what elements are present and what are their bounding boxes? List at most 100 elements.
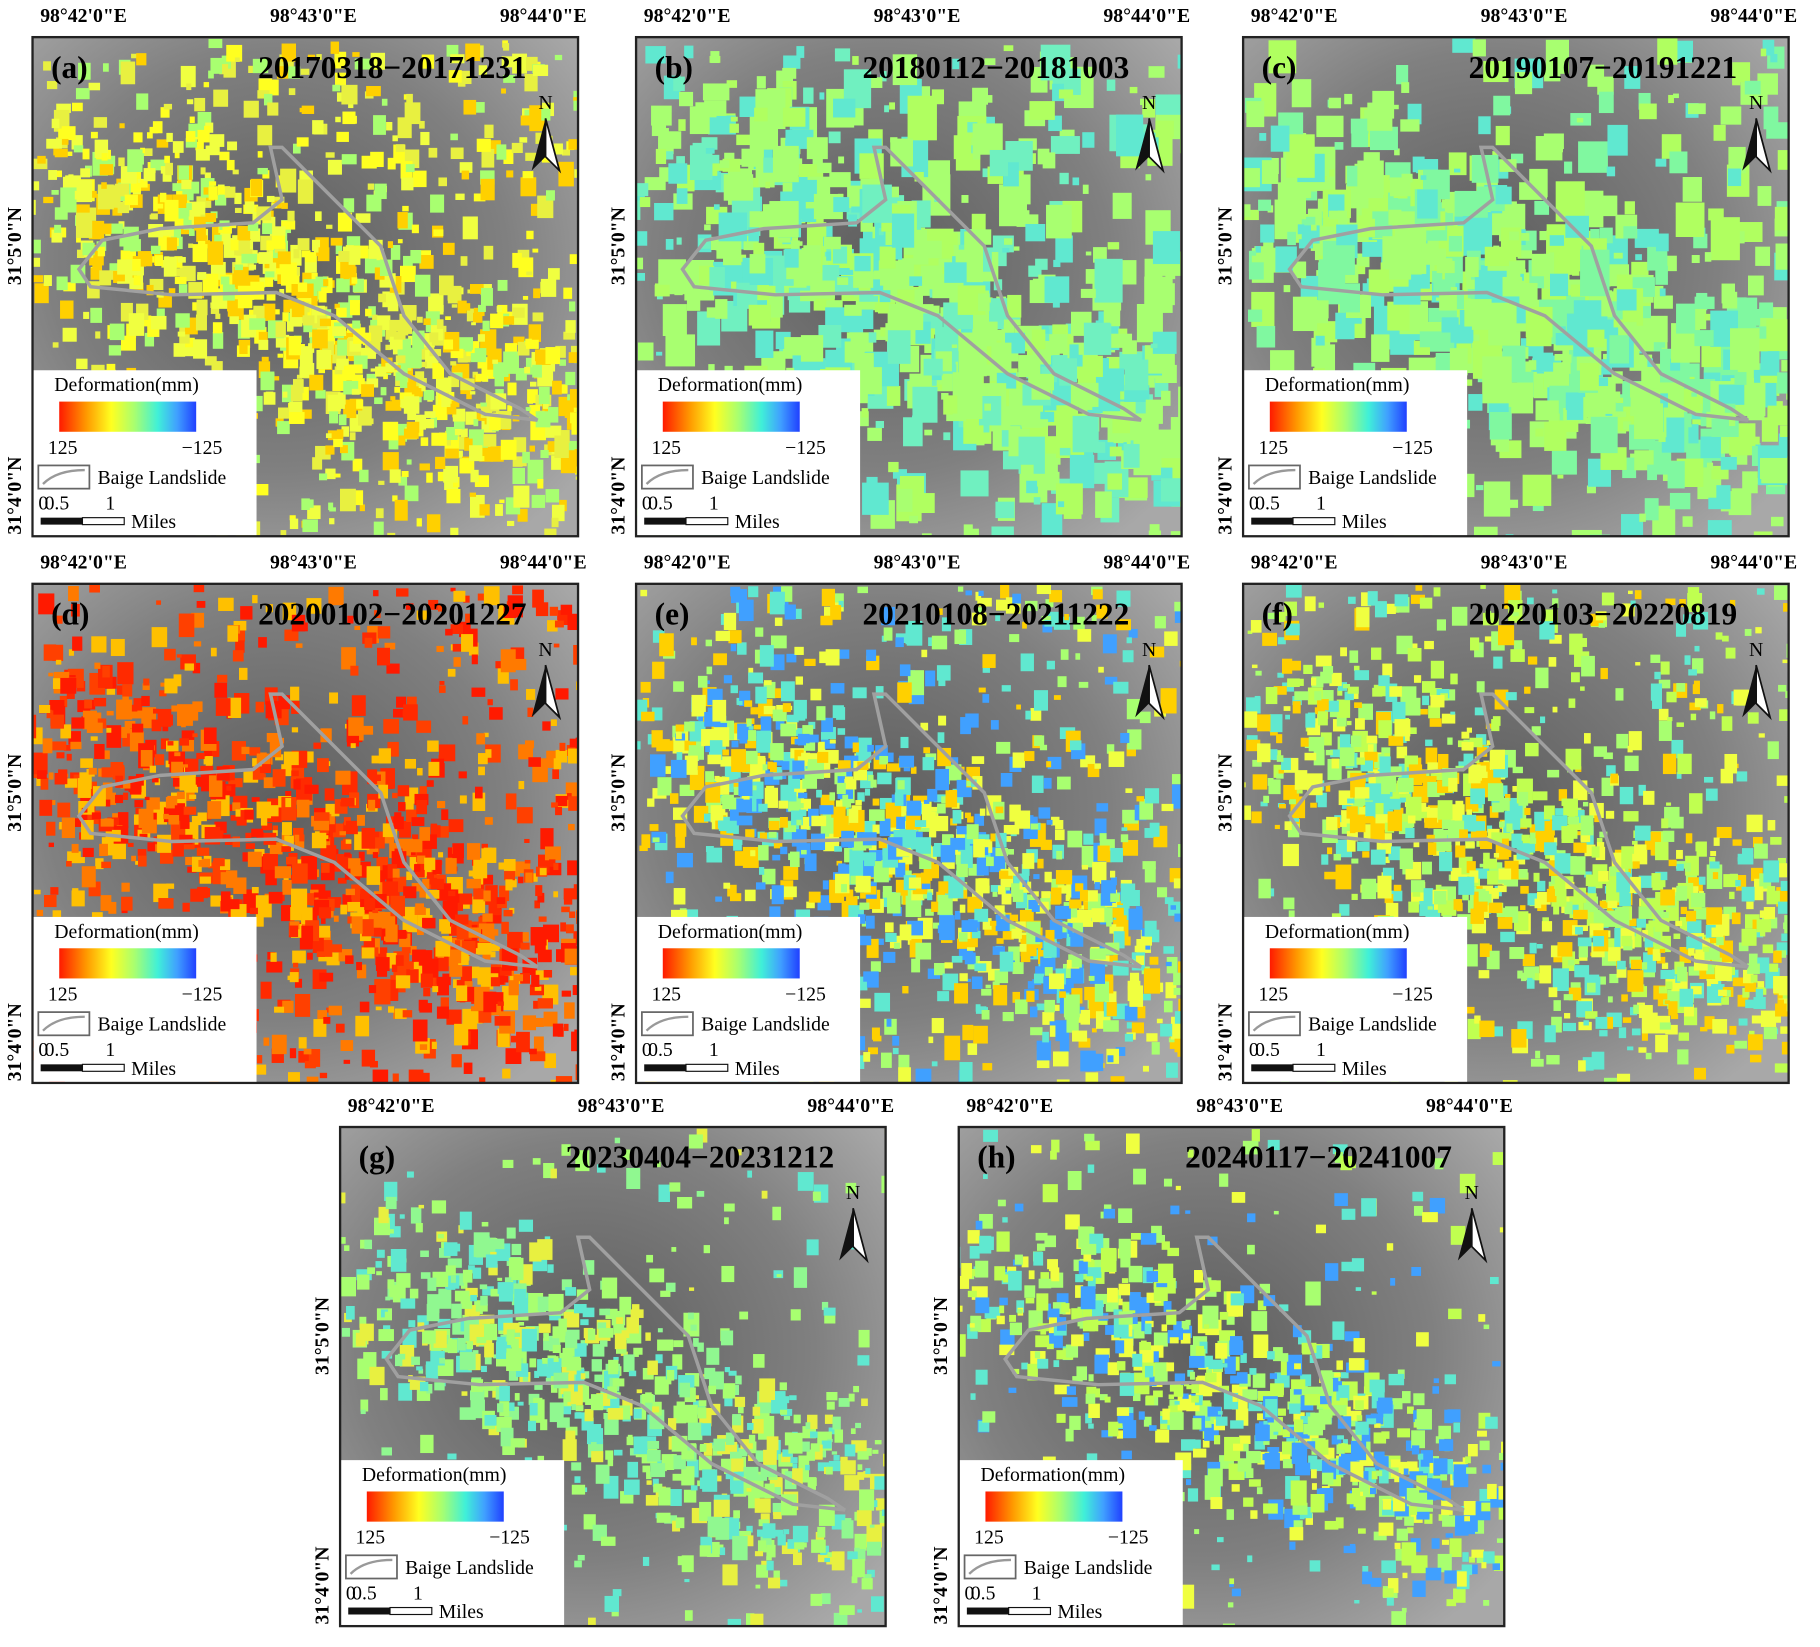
- deformation-patch: [567, 748, 579, 764]
- deformation-patch: [485, 749, 492, 758]
- deformation-patch: [1243, 122, 1244, 143]
- deformation-patch: [589, 510, 605, 530]
- deformation-patch: [820, 224, 833, 237]
- deformation-patch: [861, 408, 869, 418]
- deformation-patch: [512, 252, 522, 268]
- deformation-patch: [1655, 158, 1667, 167]
- x-tick-label: 98°44'0"E: [1710, 5, 1797, 27]
- deformation-patch: [150, 213, 158, 220]
- deformation-patch: [1495, 186, 1512, 205]
- deformation-patch: [1669, 492, 1691, 510]
- deformation-patch: [526, 230, 534, 240]
- deformation-patch: [1565, 354, 1572, 363]
- deformation-patch: [133, 132, 143, 143]
- scale-bar-white: [81, 1063, 125, 1072]
- deformation-patch: [822, 264, 840, 281]
- deformation-patch: [334, 366, 343, 375]
- x-tick-label: 98°42'0"E: [1251, 5, 1338, 27]
- y-tick-label: 31°4'0"N: [607, 1003, 629, 1081]
- deformation-patch: [417, 768, 423, 776]
- deformation-patch: [1106, 79, 1116, 91]
- deformation-patch: [380, 777, 394, 790]
- deformation-patch: [1691, 392, 1697, 397]
- deformation-patch: [1247, 309, 1263, 322]
- deformation-patch: [534, 986, 542, 991]
- deformation-patch: [348, 102, 354, 109]
- deformation-patch: [932, 922, 942, 929]
- deformation-patch: [1151, 1042, 1160, 1055]
- deformation-patch: [928, 1036, 934, 1044]
- deformation-patch: [1016, 210, 1030, 227]
- deformation-patch: [295, 643, 303, 648]
- deformation-patch: [560, 604, 573, 615]
- deformation-patch: [34, 283, 49, 304]
- deformation-patch: [527, 707, 534, 717]
- deformation-patch: [534, 1017, 544, 1027]
- deformation-patch: [304, 784, 319, 794]
- deformation-patch: [797, 241, 803, 246]
- deformation-patch: [769, 201, 799, 238]
- deformation-patch: [1478, 116, 1491, 135]
- deformation-patch: [188, 282, 203, 299]
- deformation-patch: [260, 981, 272, 999]
- deformation-patch: [241, 253, 258, 264]
- deformation-patch: [159, 192, 167, 203]
- deformation-patch: [437, 604, 445, 612]
- deformation-patch: [1082, 132, 1095, 148]
- deformation-patch: [1392, 104, 1399, 110]
- deformation-patch: [127, 149, 143, 173]
- scale-label: 0.5: [1255, 493, 1280, 515]
- scale-bar-white: [685, 517, 729, 526]
- deformation-patch: [966, 978, 972, 982]
- deformation-patch: [147, 842, 156, 852]
- deformation-patch: [131, 855, 137, 862]
- deformation-patch: [178, 165, 189, 180]
- deformation-patch: [1766, 319, 1789, 352]
- deformation-patch: [227, 697, 242, 718]
- deformation-patch: [277, 251, 291, 265]
- deformation-patch: [278, 695, 290, 710]
- deformation-patch: [101, 153, 108, 161]
- deformation-patch: [573, 97, 579, 101]
- deformation-patch: [425, 890, 440, 899]
- deformation-patch: [390, 396, 396, 401]
- deformation-patch: [732, 777, 740, 789]
- deformation-patch: [964, 812, 971, 819]
- deformation-patch: [387, 864, 398, 879]
- deformation-patch: [1472, 39, 1486, 57]
- deformation-patch: [749, 254, 766, 274]
- deformation-patch: [1168, 115, 1181, 128]
- deformation-patch: [1770, 53, 1778, 63]
- deformation-patch: [339, 445, 348, 454]
- panel-period: 20180112−20181003: [863, 50, 1130, 85]
- deformation-patch: [39, 704, 51, 714]
- outline-icon-curve: [42, 1015, 85, 1032]
- deformation-patch: [142, 148, 153, 156]
- deformation-patch: [283, 751, 299, 766]
- deformation-patch: [1562, 420, 1579, 433]
- y-tick-label: 31°5'0"N: [4, 207, 26, 285]
- deformation-patch: [406, 93, 413, 104]
- deformation-patch: [100, 818, 114, 827]
- deformation-patch: [436, 1006, 449, 1019]
- outline-icon: [37, 464, 91, 490]
- colorbar-max: 125: [1259, 437, 1289, 459]
- deformation-patch: [86, 722, 103, 733]
- deformation-patch: [271, 235, 286, 249]
- deformation-patch: [689, 106, 710, 135]
- deformation-patch: [175, 313, 190, 328]
- deformation-patch: [1597, 76, 1614, 95]
- deformation-patch: [71, 135, 83, 150]
- y-tick-label: 31°4'0"N: [4, 1003, 26, 1081]
- deformation-patch: [540, 449, 549, 459]
- deformation-patch: [1495, 125, 1510, 146]
- deformation-patch: [296, 374, 303, 379]
- deformation-patch: [44, 894, 57, 908]
- deformation-patch: [208, 70, 214, 79]
- deformation-patch: [141, 695, 150, 707]
- deformation-patch: [266, 195, 275, 203]
- deformation-patch: [1623, 421, 1632, 430]
- deformation-patch: [1655, 265, 1668, 285]
- deformation-patch: [466, 393, 472, 400]
- deformation-patch: [305, 252, 317, 263]
